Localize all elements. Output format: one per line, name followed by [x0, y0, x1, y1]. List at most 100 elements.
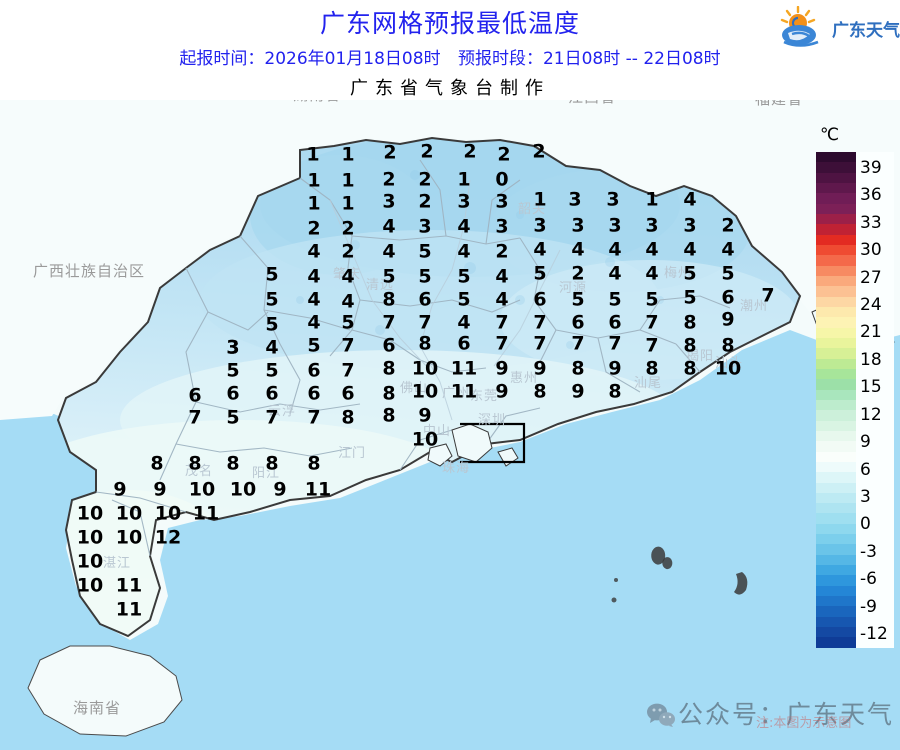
temperature-value: 6	[457, 332, 471, 355]
colorbar-tick-label: 21	[860, 322, 882, 343]
colorbar-band	[816, 627, 856, 638]
city-label: 肇庆	[333, 267, 362, 282]
city-label: 江门	[338, 446, 367, 461]
temperature-value: 5	[418, 240, 432, 263]
colorbar-band	[816, 182, 856, 194]
temperature-value: 6	[307, 359, 321, 382]
colorbar-tick-label: 18	[860, 349, 882, 370]
temperature-value: 7	[188, 406, 202, 429]
temperature-value: 1	[341, 192, 355, 215]
temperature-value: 4	[608, 238, 622, 261]
temperature-value: 4	[495, 265, 509, 288]
colorbar-tick-label: 0	[860, 514, 871, 535]
temperature-value: 4	[307, 311, 321, 334]
colorbar-tick-label: -6	[860, 569, 877, 590]
temperature-value: 1	[645, 188, 659, 211]
temperature-value: 4	[608, 262, 622, 285]
city-label: 云浮	[268, 404, 297, 419]
forecast-period-label: 预报时段：21日08时 -- 22日08时	[457, 49, 721, 69]
colorbar-tick-label: 9	[860, 432, 871, 453]
temperature-value: 1	[457, 168, 471, 191]
temperature-value: 7	[265, 406, 279, 429]
temperature-value: 4	[721, 238, 735, 261]
temperature-value: 5	[457, 288, 471, 311]
temperature-value: 8	[683, 357, 697, 380]
issue-time-label: 起报时间：2026年01月18日08时	[179, 49, 441, 69]
temperature-value: 2	[463, 140, 477, 163]
temperature-value: 2	[571, 262, 585, 285]
temperature-value: 4	[495, 288, 509, 311]
colorbar-band	[816, 472, 856, 483]
temperature-value: 5	[571, 288, 585, 311]
colorbar-tick-label: 30	[860, 240, 882, 261]
temperature-value: 3	[495, 215, 509, 238]
temperature-value: 2	[721, 214, 735, 237]
colorbar-tick-label: 39	[860, 158, 882, 178]
temperature-value: 11	[192, 502, 220, 525]
colorbar-band	[816, 451, 856, 462]
colorbar-tick-label: 3	[860, 486, 871, 507]
temperature-value: 5	[382, 265, 396, 288]
temperature-value: 3	[606, 188, 620, 211]
colorbar-band	[816, 152, 856, 163]
colorbar-band	[816, 244, 856, 256]
colorbar-band	[816, 213, 856, 225]
colorbar-band	[816, 255, 856, 266]
temperature-value: 4	[457, 311, 471, 334]
temperature-value: 6	[188, 384, 202, 407]
temperature-value: 3	[495, 190, 509, 213]
colorbar-band	[816, 379, 856, 390]
city-label: 河源	[559, 281, 588, 296]
temperature-value: 5	[265, 288, 279, 311]
temperature-value: 2	[383, 141, 397, 164]
temperature-value: 11	[115, 598, 143, 621]
temperature-value: 4	[533, 238, 547, 261]
temperature-value: 10	[411, 428, 439, 451]
temperature-value: 8	[683, 334, 697, 357]
city-label: 珠海	[442, 461, 471, 476]
temperature-value: 10	[154, 502, 182, 525]
temperature-value: 10	[115, 502, 143, 525]
temperature-value: 10	[76, 526, 104, 549]
disclaimer-note: 注:本图为示意图	[756, 716, 852, 731]
temperature-value: 6	[571, 311, 585, 334]
city-label: 茂名	[185, 464, 214, 479]
temperature-value: 9	[495, 357, 509, 380]
temperature-value: 5	[265, 359, 279, 382]
temperature-value: 7	[418, 311, 432, 334]
temperature-value: 8	[418, 332, 432, 355]
city-label: 潮州	[740, 299, 769, 314]
temperature-value: 4	[457, 240, 471, 263]
temperature-value: 3	[226, 336, 240, 359]
temperature-value: 2	[497, 143, 511, 166]
colorbar-band	[816, 513, 856, 524]
colorbar-band	[816, 224, 856, 235]
temperature-value: 1	[306, 143, 320, 166]
city-label: 广州	[442, 386, 471, 401]
temperature-value: 8	[226, 452, 240, 475]
temperature-value: 8	[382, 288, 396, 311]
map-header: 广东网格预报最低温度 起报时间：2026年01月18日08时 预报时段：21日0…	[0, 0, 900, 100]
guangdong-weather-logo[interactable]: 广东天气	[774, 5, 900, 50]
temperature-value: 1	[341, 169, 355, 192]
temperature-value: 3	[568, 188, 582, 211]
temperature-value: 3	[571, 214, 585, 237]
province-label: 广西壮族自治区	[33, 262, 146, 280]
temperature-value: 4	[683, 238, 697, 261]
colorbar-band	[816, 544, 856, 555]
temperature-value: 6	[608, 311, 622, 334]
temperature-value: 7	[495, 311, 509, 334]
city-label: 汕头	[715, 356, 744, 371]
temperature-value: 0	[495, 168, 509, 191]
temperature-value: 8	[533, 380, 547, 403]
city-label: 汕尾	[634, 376, 663, 391]
temperature-value: 10	[115, 526, 143, 549]
colorbar-band	[816, 637, 856, 648]
temperature-value: 4	[645, 262, 659, 285]
city-label: 揭阳	[686, 349, 715, 364]
colorbar-band	[816, 461, 856, 473]
temperature-value: 8	[608, 380, 622, 403]
colorbar-band	[816, 565, 856, 576]
